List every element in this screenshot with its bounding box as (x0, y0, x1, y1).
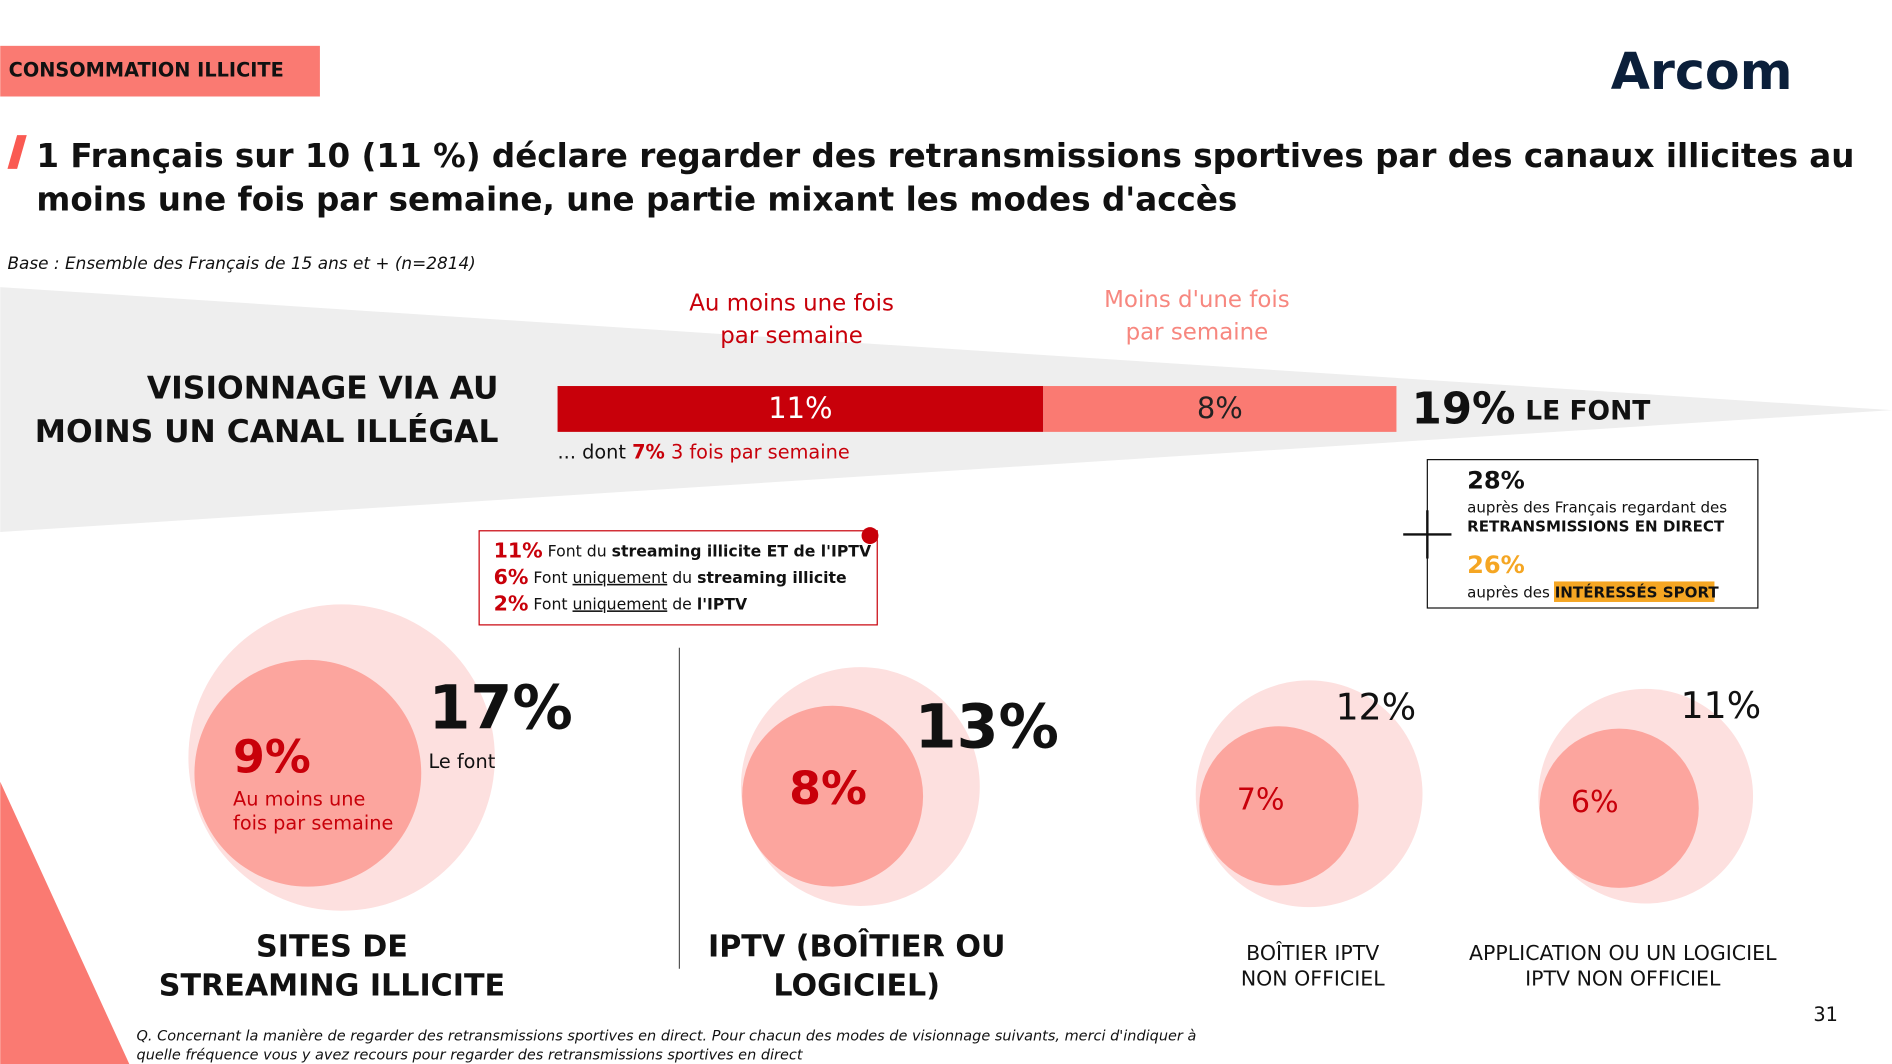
circle-label: STREAMING ILLICITE (159, 968, 505, 1003)
bar-segment (557, 386, 1044, 432)
line: MOINS UN CANAL ILLÉGAL (35, 412, 499, 450)
bar-label: 11% (768, 391, 832, 425)
detail-line: 11% Font du streaming illicite ET de l'I… (494, 538, 872, 562)
circle-label: LOGICIEL) (773, 968, 940, 1003)
detail-line: 2% Font uniquement de l'IPTV (494, 591, 748, 615)
inner-value: 7% (1237, 783, 1285, 818)
side-t1: auprès des Français regardant des (1467, 498, 1727, 516)
legend-text: Moins d'une fois (1104, 287, 1290, 313)
total-suffix: LE FONT (1525, 395, 1650, 426)
detail-part: uniquement (573, 567, 668, 586)
footnote: Q. Concernant la manière de regarder des… (137, 1028, 1197, 1044)
inner-value: 6% (1571, 785, 1619, 820)
detail-part: de (667, 594, 697, 613)
outer-value: 11% (1681, 684, 1761, 727)
corner (0, 781, 130, 1064)
inner-note: fois par semaine (233, 811, 393, 834)
title: 1 Français sur 10 (11 %) déclare regarde… (36, 137, 1854, 175)
detail-part: Font (528, 594, 572, 613)
detail-part: streaming illicite (697, 567, 847, 586)
side-t2: auprès des INTÉRESSÉS SPORT (1467, 582, 1719, 601)
details: 11% Font du streaming illicite ET de l'I… (494, 538, 872, 615)
inner-circle (742, 705, 924, 887)
footnote: quelle fréquence vous y avez recours pou… (137, 1048, 804, 1064)
outer-value: 12% (1336, 685, 1416, 728)
bar-label: 8% (1197, 391, 1243, 425)
legend-text: par semaine (1126, 319, 1269, 345)
legend-text: par semaine (720, 323, 863, 349)
circle-label: APPLICATION OU UN LOGICIEL (1469, 941, 1777, 965)
t: auprès des (1467, 583, 1555, 601)
line: VISIONNAGE VIA AU (147, 371, 499, 407)
bar-segment (1043, 386, 1397, 432)
circle-label: IPTV NON OFFICIEL (1525, 967, 1721, 991)
total: 19% LE FONT (1412, 384, 1651, 434)
detail-part: Font (528, 567, 572, 586)
outer-value: 17% (428, 673, 572, 743)
details-box (478, 530, 878, 626)
detail-part: 2% (494, 591, 529, 615)
title: moins une fois par semaine, une partie m… (36, 180, 1237, 218)
side-v2: 26% (1467, 551, 1525, 579)
tag: CONSOMMATION ILLICITE (9, 59, 284, 82)
legend-text: Au moins une fois (689, 291, 894, 317)
page-number: 31 (1813, 1003, 1838, 1026)
detail-part: l'IPTV (697, 594, 748, 613)
base: Base : Ensemble des Français de 15 ans e… (7, 253, 475, 273)
inner-note: Au moins une (233, 787, 365, 810)
logo: Arcom (1611, 42, 1793, 101)
detail-part: 11% (494, 538, 543, 562)
inner-circle (194, 659, 422, 887)
inner-circle (1539, 728, 1699, 888)
outer-note: Le font (428, 750, 495, 773)
main-label: VISIONNAGE VIA AU MOINS UN CANAL ILLÉGAL (35, 371, 499, 450)
bar: 11% 8% (557, 386, 1397, 432)
outer-value: 13% (915, 693, 1059, 763)
detail-part: streaming illicite ET de l'IPTV (612, 541, 872, 560)
highlight (1554, 581, 1715, 602)
note: ... dont 7% 3 fois par semaine (558, 440, 850, 463)
circle-label: BOÎTIER IPTV (1246, 940, 1379, 965)
circle-label: IPTV (BOÎTIER OU (708, 929, 1005, 965)
t: ... dont (558, 440, 633, 463)
total-value: 19% (1412, 384, 1516, 434)
circle-label: NON OFFICIEL (1241, 967, 1385, 991)
inner-circle (1199, 726, 1359, 886)
slash (7, 135, 27, 169)
t: 3 fois par semaine (665, 440, 850, 463)
detail-part: uniquement (573, 594, 668, 613)
legend: Au moins une fois par semaine Moins d'une … (689, 287, 1289, 349)
tag-bg (0, 45, 320, 97)
detail-part: du (667, 567, 697, 586)
inner-value: 9% (233, 730, 311, 784)
inner-value: 8% (789, 761, 867, 815)
info-icon (861, 527, 879, 545)
side-b1: RETRANSMISSIONS EN DIRECT (1467, 518, 1725, 536)
detail-part: 6% (494, 565, 529, 589)
detail-line: 6% Font uniquement du streaming illicite (494, 565, 847, 589)
t: 7% (632, 440, 665, 463)
detail-part: Font du (543, 541, 612, 560)
side-v1: 28% (1467, 466, 1525, 494)
t: INTÉRESSÉS SPORT (1555, 582, 1720, 601)
circle-label: SITES DE (256, 930, 408, 965)
